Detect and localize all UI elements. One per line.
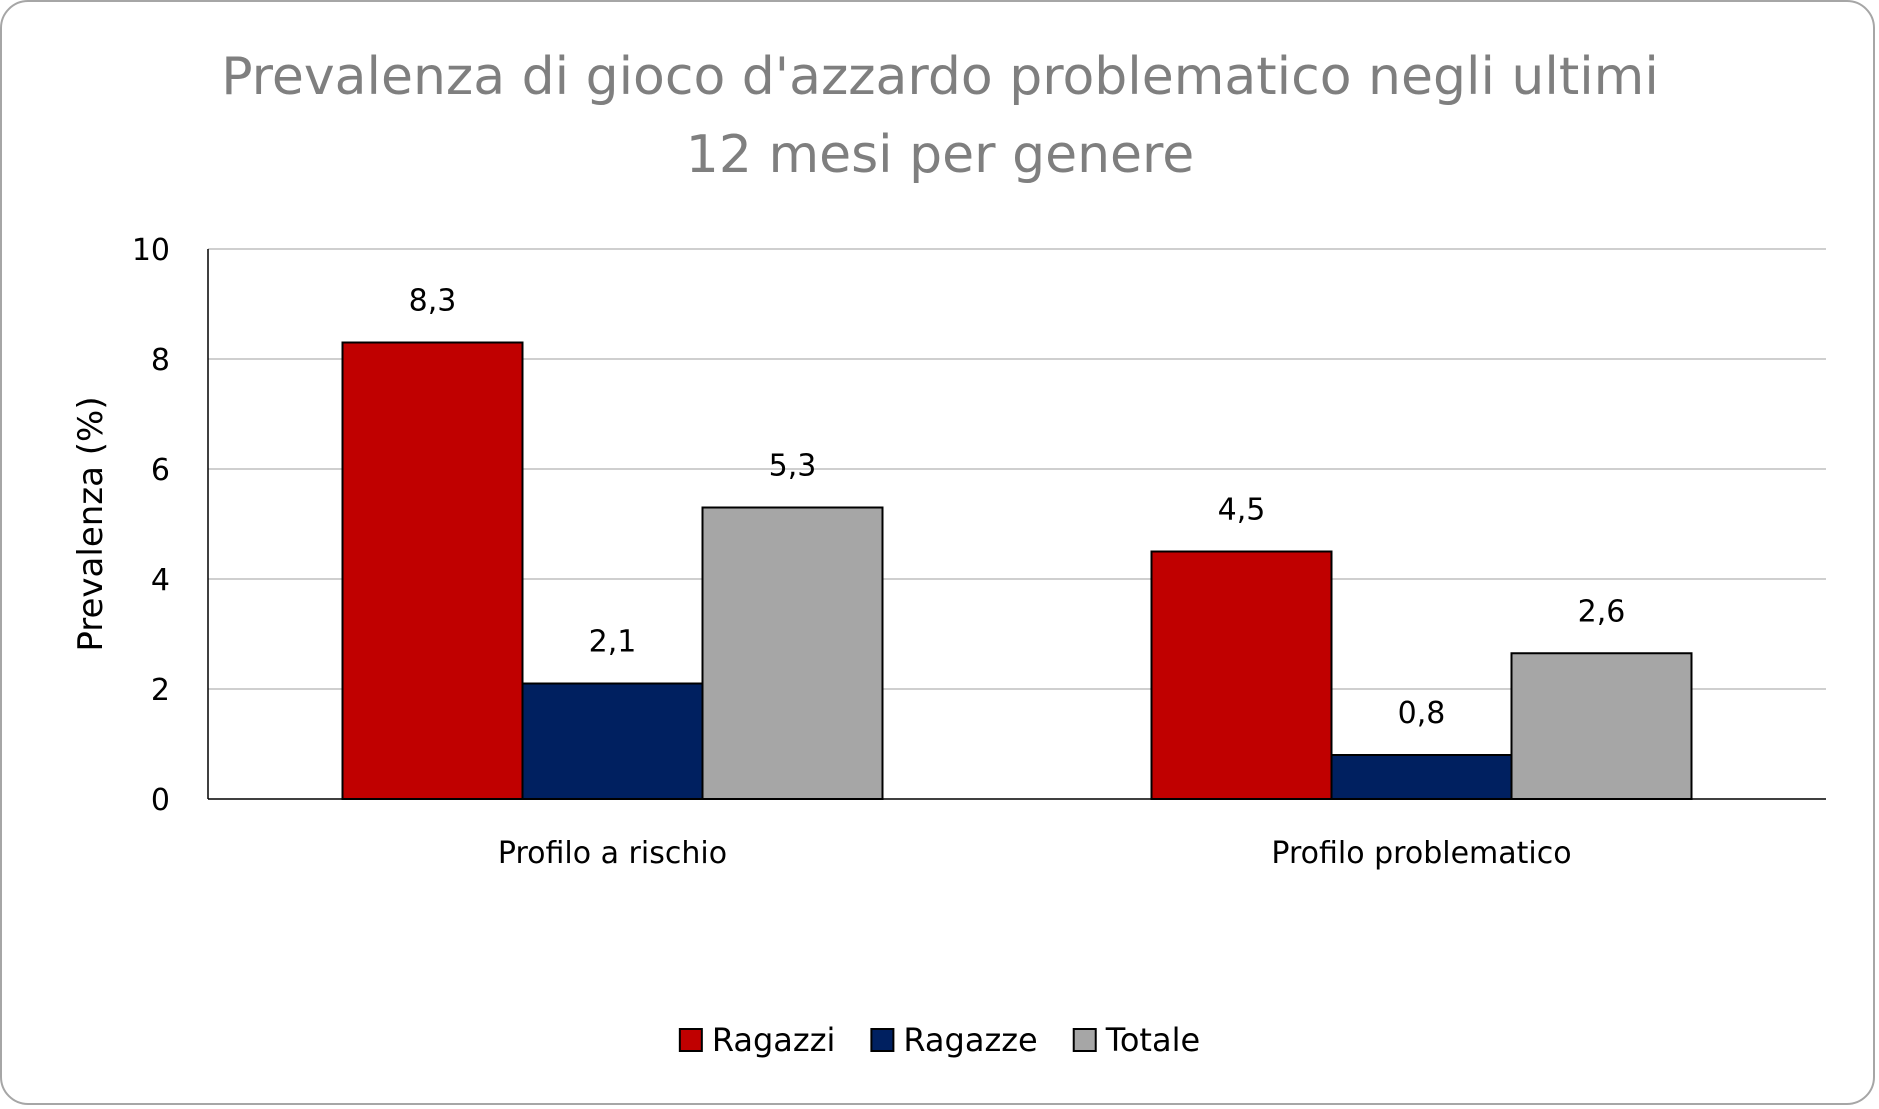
bar-ragazze-2 <box>1330 754 1513 800</box>
bar-totale-2 <box>1510 652 1693 800</box>
bar-totale-1 <box>701 506 884 800</box>
chart-title: Prevalenza di gioco d'azzardo problemati… <box>221 47 1659 185</box>
legend: Ragazzi Ragazze Totale <box>678 1021 1200 1059</box>
bar-ragazzi-1 <box>341 341 524 800</box>
legend-label: Totale <box>1105 1021 1200 1059</box>
legend-swatch-ragazze <box>870 1028 895 1052</box>
legend-label: Ragazzi <box>712 1021 836 1059</box>
data-label: 4,5 <box>1218 493 1266 528</box>
bar-ragazze-1 <box>521 682 704 800</box>
x-category-label: Profilo a rischio <box>498 836 727 871</box>
bars <box>341 341 1693 800</box>
y-tick-label: 8 <box>151 343 170 378</box>
legend-swatch-totale <box>1072 1028 1097 1052</box>
data-label: 5,3 <box>769 449 817 484</box>
data-labels: 8,3 2,1 5,3 4,5 0,8 2,6 <box>409 284 1626 732</box>
data-label: 8,3 <box>409 284 457 319</box>
axes: 0 2 4 6 8 10 Profilo a rischio Profilo problema… <box>132 233 1826 871</box>
y-tick-label: 6 <box>151 453 170 488</box>
y-tick-label: 10 <box>132 233 170 268</box>
bar-ragazzi-2 <box>1150 550 1333 800</box>
chart-title-line-2: 12 mesi per genere <box>686 125 1195 185</box>
y-axis-label: Prevalenza (%) <box>71 396 111 651</box>
legend-swatch-ragazzi <box>678 1028 703 1052</box>
chart-title-line-1: Prevalenza di gioco d'azzardo problemati… <box>221 47 1659 107</box>
data-label: 2,1 <box>589 625 637 660</box>
data-label: 2,6 <box>1578 594 1626 629</box>
data-label: 0,8 <box>1398 696 1446 731</box>
y-tick-label: 0 <box>151 783 170 818</box>
legend-label: Ragazze <box>903 1021 1037 1059</box>
y-tick-label: 4 <box>151 563 170 598</box>
y-tick-label: 2 <box>151 673 170 708</box>
x-category-label: Profilo problematico <box>1271 836 1571 871</box>
